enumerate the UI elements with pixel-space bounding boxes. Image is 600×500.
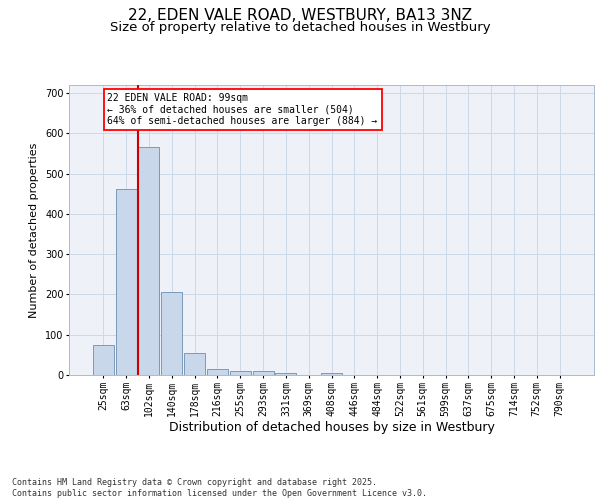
Bar	[207, 369, 228, 375]
Text: 22 EDEN VALE ROAD: 99sqm
← 36% of detached houses are smaller (504)
64% of semi-: 22 EDEN VALE ROAD: 99sqm ← 36% of detach…	[107, 93, 378, 126]
Bar	[253, 371, 274, 375]
Bar	[230, 371, 251, 375]
Bar	[184, 353, 205, 375]
X-axis label: Distribution of detached houses by size in Westbury: Distribution of detached houses by size …	[169, 422, 494, 434]
Bar	[321, 373, 342, 375]
Text: 22, EDEN VALE ROAD, WESTBURY, BA13 3NZ: 22, EDEN VALE ROAD, WESTBURY, BA13 3NZ	[128, 8, 472, 22]
Text: Size of property relative to detached houses in Westbury: Size of property relative to detached ho…	[110, 21, 490, 34]
Bar	[93, 345, 114, 375]
Text: Contains HM Land Registry data © Crown copyright and database right 2025.
Contai: Contains HM Land Registry data © Crown c…	[12, 478, 427, 498]
Y-axis label: Number of detached properties: Number of detached properties	[29, 142, 40, 318]
Bar	[116, 189, 137, 375]
Bar	[139, 146, 160, 375]
Bar	[275, 373, 296, 375]
Bar	[161, 292, 182, 375]
